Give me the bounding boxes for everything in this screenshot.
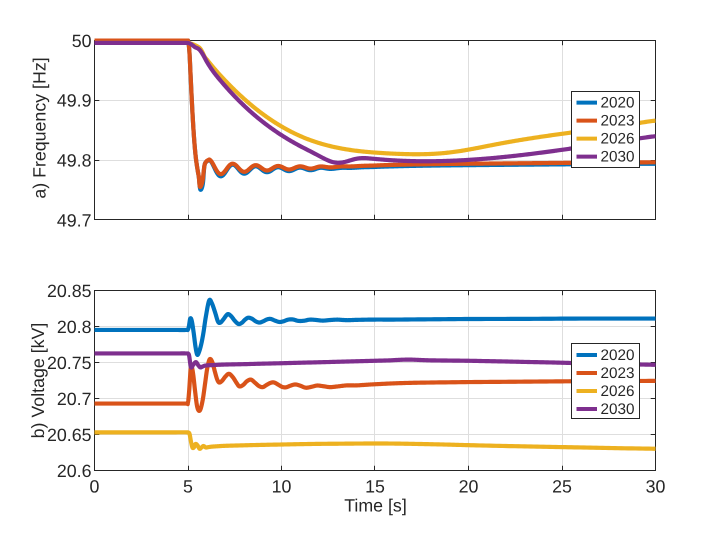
svg-text:5: 5: [183, 477, 193, 497]
svg-text:20: 20: [459, 477, 479, 497]
svg-text:2026: 2026: [601, 131, 635, 148]
svg-text:49.7: 49.7: [57, 210, 92, 230]
svg-text:a) Frequency [Hz]: a) Frequency [Hz]: [30, 57, 50, 198]
svg-text:20.7: 20.7: [57, 389, 92, 409]
svg-text:2026: 2026: [601, 383, 635, 400]
svg-text:2023: 2023: [601, 113, 635, 130]
svg-text:10: 10: [272, 477, 292, 497]
svg-text:0: 0: [90, 477, 100, 497]
svg-text:25: 25: [552, 477, 572, 497]
svg-text:20.65: 20.65: [47, 425, 92, 445]
svg-text:20.8: 20.8: [57, 317, 92, 337]
svg-text:20.75: 20.75: [47, 353, 92, 373]
svg-text:30: 30: [646, 477, 666, 497]
svg-text:2023: 2023: [601, 365, 635, 382]
svg-text:20.85: 20.85: [47, 281, 92, 301]
svg-text:50: 50: [72, 31, 92, 51]
svg-text:49.8: 49.8: [57, 151, 92, 171]
svg-text:b) Voltage [kV]: b) Voltage [kV]: [28, 323, 48, 439]
svg-text:49.9: 49.9: [57, 91, 92, 111]
svg-text:20.6: 20.6: [57, 461, 92, 481]
svg-text:15: 15: [365, 477, 385, 497]
svg-text:2020: 2020: [601, 95, 635, 112]
svg-text:2020: 2020: [601, 347, 635, 364]
svg-text:2030: 2030: [601, 401, 635, 418]
svg-text:Time [s]: Time [s]: [344, 496, 407, 516]
svg-text:2030: 2030: [601, 149, 635, 166]
